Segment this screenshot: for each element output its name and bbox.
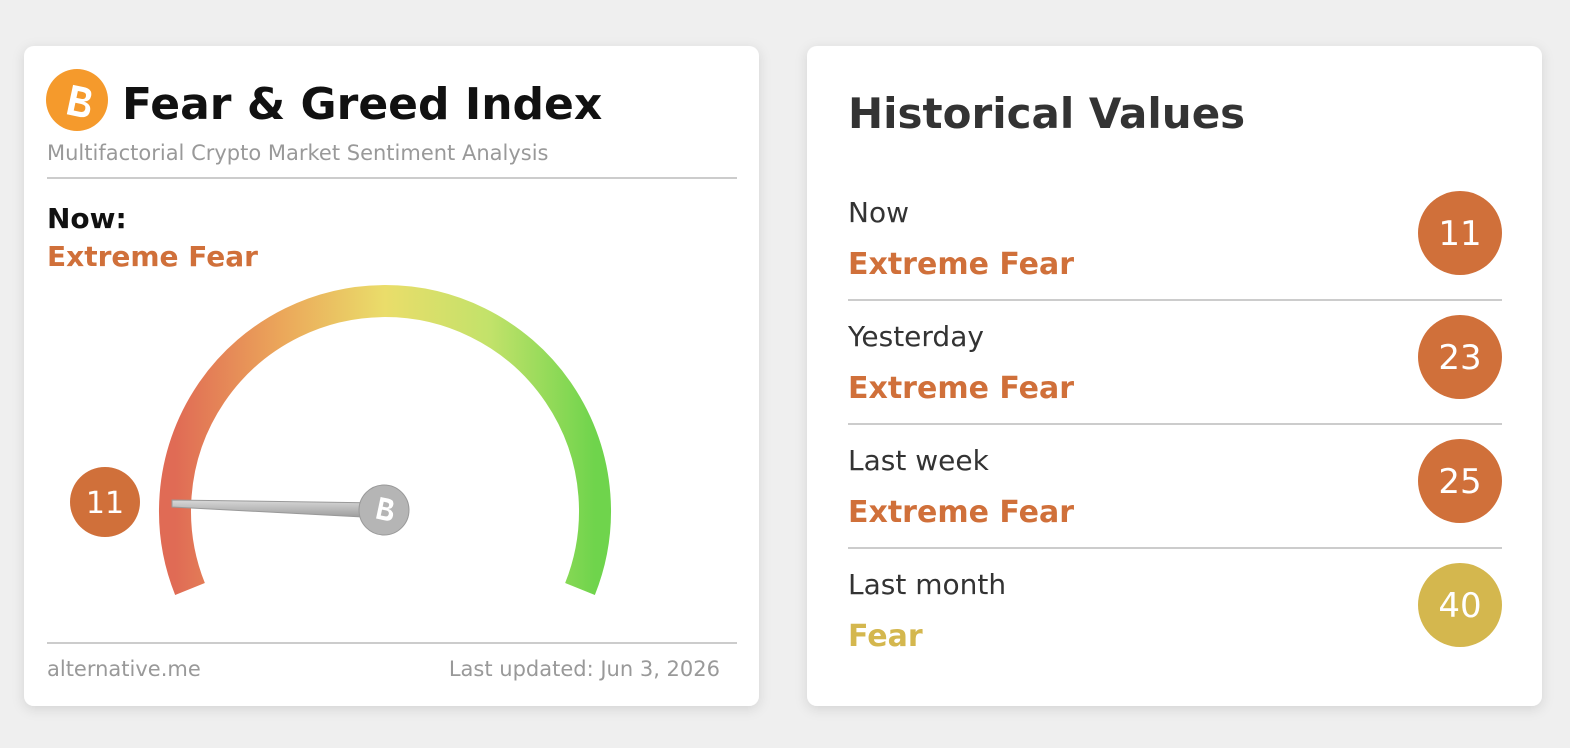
period: Last week	[848, 444, 990, 477]
gauge-arc	[159, 285, 611, 595]
status: Extreme Fear	[848, 371, 1074, 406]
history-rows: Now Extreme Fear 11 Yesterday Extreme Fear 23…	[847, 191, 1502, 654]
status: Extreme Fear	[848, 247, 1074, 282]
gauge-subtitle: Multifactorial Crypto Market Sentiment A…	[47, 141, 549, 165]
gauge-value: 11	[86, 486, 124, 521]
value-badge	[1418, 563, 1502, 647]
status: Extreme Fear	[848, 495, 1074, 530]
value: 40	[1438, 586, 1481, 626]
hub-symbol	[376, 497, 394, 521]
period: Last month	[848, 568, 1006, 601]
last-updated: Last updated: Jun 3, 2026	[449, 657, 720, 681]
value-badge	[1418, 439, 1502, 523]
bitcoin-symbol	[66, 84, 92, 118]
value-badge	[1418, 191, 1502, 275]
value: 11	[1438, 214, 1481, 254]
period: Yesterday	[847, 320, 984, 353]
history-title: Historical Values	[848, 89, 1245, 138]
period: Now	[848, 196, 909, 229]
history-card	[807, 46, 1542, 706]
value: 23	[1438, 338, 1481, 378]
gauge-title: Fear & Greed Index	[122, 79, 602, 130]
source: alternative.me	[47, 657, 201, 681]
value-badge	[1418, 315, 1502, 399]
now-status: Extreme Fear	[47, 240, 258, 273]
gauge-badge	[70, 467, 140, 537]
value: 25	[1438, 462, 1481, 502]
status: Fear	[848, 619, 923, 654]
now-label: Now:	[47, 202, 127, 235]
gauge-card	[24, 46, 759, 706]
